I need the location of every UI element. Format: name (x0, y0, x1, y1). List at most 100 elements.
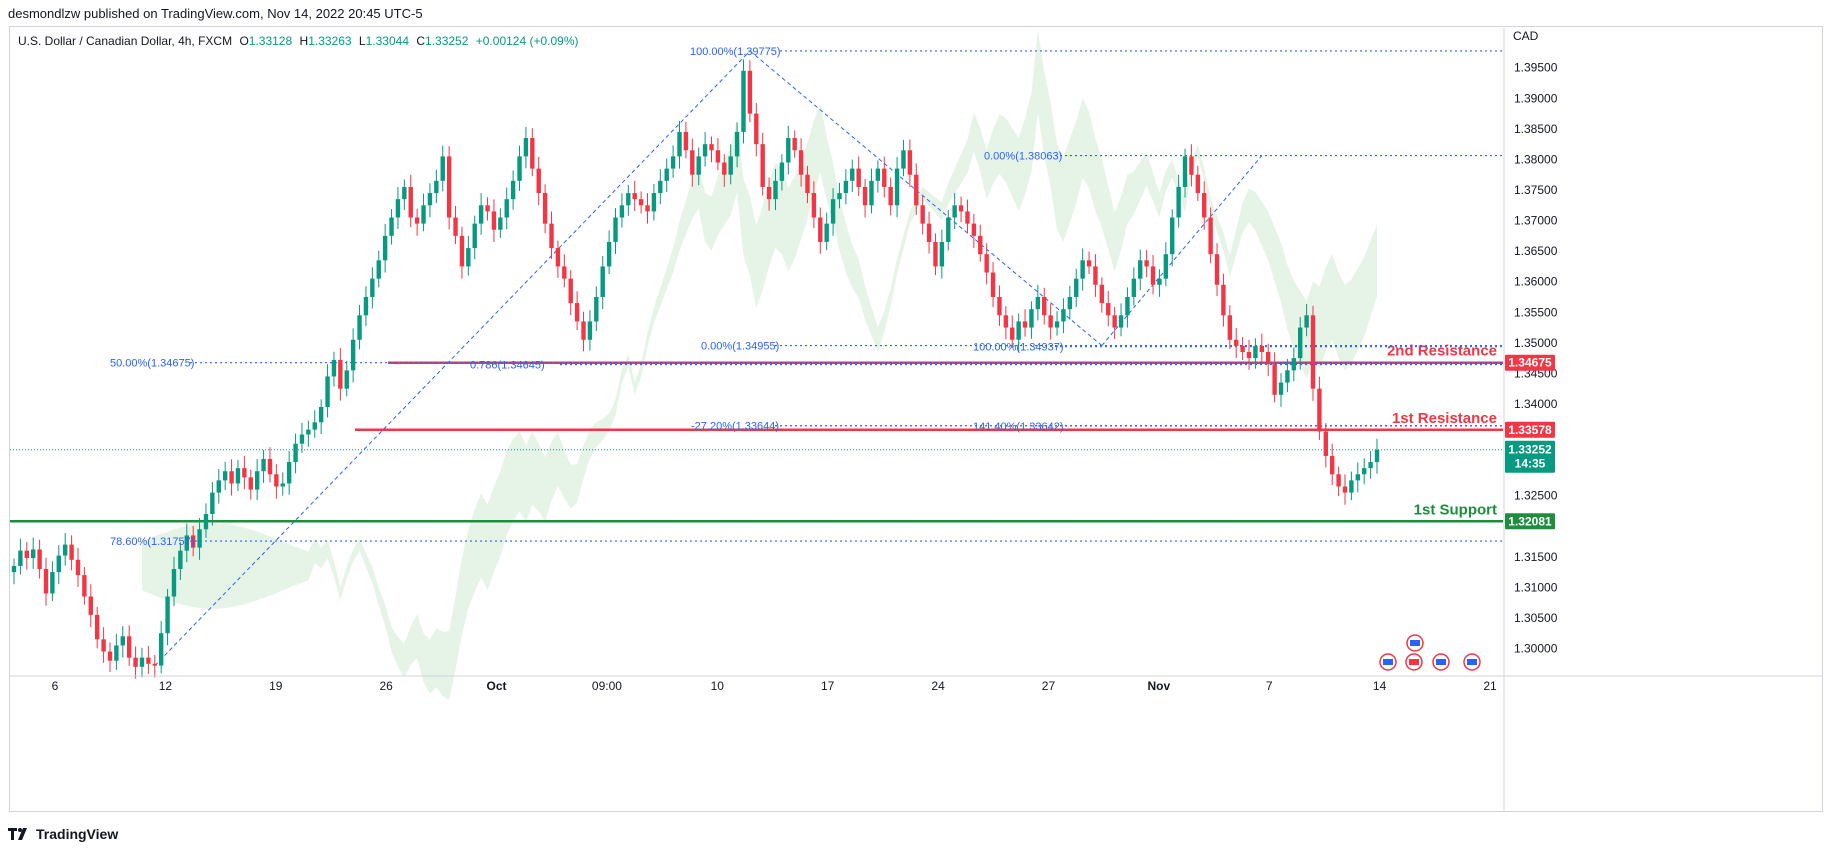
symbol-legend: U.S. Dollar / Canadian Dollar, 4h, FXCM … (18, 34, 583, 48)
candle-body (613, 217, 618, 242)
candle-body (722, 162, 727, 175)
candle-body (741, 70, 746, 132)
candle-body (466, 248, 471, 267)
resistance-price-value: 1.33578 (1508, 423, 1552, 437)
resistance-label: 2nd Resistance (1387, 343, 1497, 360)
candle-body (242, 468, 247, 478)
candle-body (952, 205, 957, 218)
chart-frame[interactable] (9, 26, 1823, 812)
candle-body (56, 555, 61, 573)
support-label: 1st Support (1414, 501, 1497, 518)
tradingview-logo[interactable]: TradingView (8, 826, 118, 842)
candle-body (549, 223, 554, 249)
candle-body (1074, 278, 1079, 297)
candle-body (1118, 315, 1124, 328)
candle-body (389, 217, 394, 236)
fib-level-label: 100.00%(1.39775) (690, 46, 781, 58)
candle-body (235, 468, 241, 484)
last-price-value: 1.33252 (1508, 443, 1552, 457)
flag-fill-icon (1410, 640, 1420, 646)
candle-body (990, 272, 996, 297)
candle-body (133, 657, 138, 667)
candle-body (946, 217, 951, 242)
candle-body (1163, 254, 1169, 279)
candle-body (1112, 315, 1117, 328)
candle-body (1042, 296, 1047, 316)
candle-body (1029, 309, 1034, 328)
cloud-band (142, 29, 1377, 701)
candle-body (869, 180, 874, 206)
candle-body (530, 138, 535, 169)
candle-body (1150, 266, 1156, 285)
candle-body (1298, 327, 1303, 359)
price-tick-label: 1.35500 (1514, 305, 1558, 319)
price-tick-label: 1.38500 (1514, 122, 1558, 136)
candle-body (312, 422, 317, 430)
price-tick-label: 1.32500 (1514, 489, 1558, 503)
time-tick-label: 09:00 (592, 679, 622, 693)
candle-body (914, 174, 919, 206)
candle-body (632, 193, 637, 200)
price-tick-label: 1.39000 (1514, 91, 1558, 105)
candle-body (670, 156, 676, 169)
candle-body (1368, 462, 1373, 469)
candle-body (920, 205, 925, 224)
support-price-value: 1.32081 (1508, 514, 1552, 528)
candle-body (1022, 321, 1028, 328)
resistance-price-tag (1505, 354, 1555, 371)
candle-body (50, 572, 55, 594)
candle-body (939, 241, 945, 267)
candle-body (1054, 321, 1060, 328)
price-tick-label: 1.39500 (1514, 61, 1558, 75)
time-tick-label: 27 (1042, 679, 1056, 693)
candle-body (338, 359, 343, 389)
flag-fill-icon (1383, 659, 1393, 665)
candle-body (427, 193, 433, 206)
low-value: 1.33044 (365, 34, 409, 48)
candle-body (1195, 174, 1201, 194)
candle-body (1138, 260, 1143, 279)
time-tick-label: 24 (931, 679, 945, 693)
price-tick-label: 1.37500 (1514, 183, 1558, 197)
last-price-tag (1505, 440, 1555, 473)
candle-body (274, 474, 279, 487)
candle-body (126, 636, 132, 658)
candle-body (158, 633, 164, 666)
candle-body (1106, 303, 1111, 316)
candle-body (318, 407, 324, 423)
candle-body (536, 168, 541, 194)
candle-body (43, 569, 49, 594)
close-value: 1.33252 (425, 34, 469, 48)
price-tick-label: 1.36000 (1514, 275, 1558, 289)
candle-body (286, 462, 292, 484)
resistance-price-tag (1505, 421, 1555, 438)
fib-connector (1101, 155, 1263, 346)
candle-body (702, 144, 708, 157)
candle-body (18, 550, 23, 566)
candle-body (478, 205, 484, 224)
candle-body (651, 193, 657, 212)
candle-body (1061, 309, 1066, 322)
candle-body (120, 636, 125, 646)
price-tick-label: 1.31000 (1514, 580, 1558, 594)
candle-body (1336, 474, 1341, 487)
candle-body (1035, 296, 1041, 310)
candle-body (1157, 278, 1162, 285)
candle-body (1278, 382, 1284, 395)
candle-body (363, 296, 369, 316)
candle-body (792, 138, 797, 151)
candle-body (798, 150, 804, 175)
candle-body (1144, 260, 1149, 267)
candle-body (1330, 455, 1335, 475)
fib-level-label: 0.786(1.34645) (470, 360, 545, 372)
candle-body (1342, 486, 1348, 493)
candle-body (440, 156, 445, 181)
candle-body (1355, 474, 1361, 481)
candle-body (184, 535, 189, 551)
candle-body (1227, 315, 1233, 340)
candle-body (779, 162, 785, 181)
fib-level-label: 141.40%(1.33642) (973, 421, 1064, 433)
candle-body (1291, 358, 1297, 371)
candle-body (523, 138, 529, 157)
